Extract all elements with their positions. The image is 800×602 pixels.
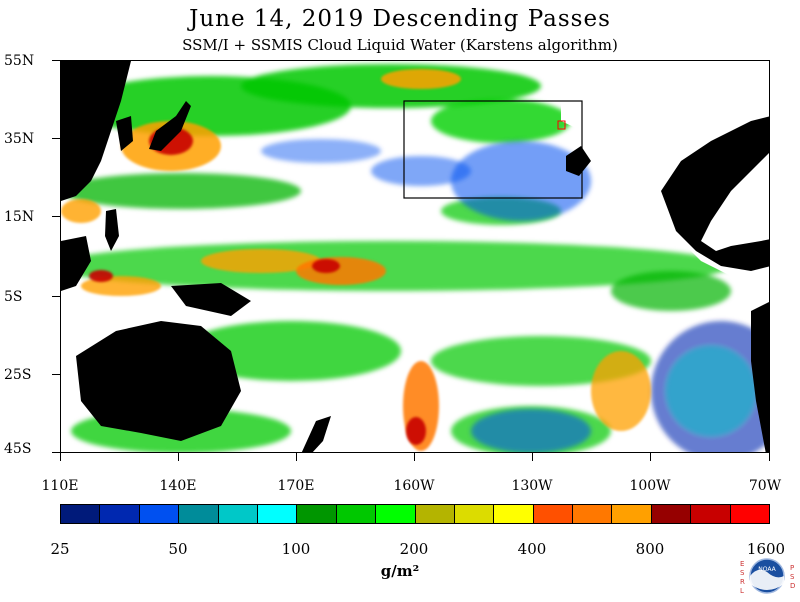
- lat-label-25s: 25S: [4, 367, 32, 383]
- colorbar-swatch-8: [376, 505, 416, 523]
- lon-label-170e: 170E: [277, 478, 315, 494]
- colorbar-tick-label: 400: [517, 540, 547, 558]
- colorbar-swatch-13: [573, 505, 613, 523]
- colorbar-swatch-0: [61, 505, 101, 523]
- logo-right-letters-2: S: [790, 573, 795, 581]
- logo-right-letters-1: P: [790, 564, 794, 572]
- colorbar-swatch-11: [494, 505, 534, 523]
- lon-label-160w: 160W: [393, 478, 435, 494]
- colorbar-swatch-1: [100, 505, 140, 523]
- colorbar-swatch-16: [691, 505, 731, 523]
- colorbar-swatch-14: [612, 505, 652, 523]
- colorbar-swatch-2: [139, 505, 180, 523]
- colorbar-swatch-6: [297, 505, 337, 523]
- cloud-liquid-water-map: [60, 60, 770, 453]
- colorbar-swatch-7: [336, 505, 377, 523]
- lon-label-130w: 130W: [511, 478, 553, 494]
- lon-tick: [769, 453, 770, 461]
- chart-subtitle: SSM/I + SSMIS Cloud Liquid Water (Karste…: [182, 36, 618, 54]
- lat-label-15n: 15N: [4, 209, 35, 225]
- lon-label-100w: 100W: [629, 478, 671, 494]
- colorbar-tick-label: 800: [635, 540, 665, 558]
- lon-tick: [414, 453, 415, 461]
- lat-tick: [52, 216, 60, 217]
- lon-label-110e: 110E: [41, 478, 79, 494]
- lon-label-70w: 70W: [748, 478, 782, 494]
- colorbar-swatch-9: [415, 505, 455, 523]
- lon-tick: [296, 453, 297, 461]
- colorbar-unit: g/m²: [380, 562, 420, 580]
- logo-left-letters-4: L: [740, 587, 744, 595]
- logo-left-letters-1: E: [740, 560, 744, 568]
- lon-tick: [532, 453, 533, 461]
- lon-tick: [650, 453, 651, 461]
- lon-tick: [178, 453, 179, 461]
- colorbar: [60, 504, 770, 524]
- lon-label-140e: 140E: [159, 478, 197, 494]
- lat-tick: [52, 296, 60, 297]
- logo-left-letters-3: R: [740, 578, 745, 586]
- colorbar-tick-label: 1600: [746, 540, 786, 558]
- colorbar-swatch-3: [179, 505, 219, 523]
- colorbar-tick-label: 100: [281, 540, 311, 558]
- lat-label-45s: 45S: [4, 441, 32, 457]
- lat-tick: [52, 60, 60, 61]
- colorbar-swatch-12: [533, 505, 574, 523]
- colorbar-tick-label: 200: [399, 540, 429, 558]
- lat-label-5s: 5S: [4, 289, 23, 305]
- lat-label-35n: 35N: [4, 131, 35, 147]
- lat-tick: [52, 374, 60, 375]
- noaa-esrl-psd-logo: NOAA E S R L P S D: [736, 554, 798, 598]
- map-graphic: [61, 61, 769, 452]
- logo-right-letters-3: D: [790, 582, 795, 590]
- lat-label-55n: 55N: [4, 53, 35, 69]
- logo-left-letters-2: S: [740, 569, 745, 577]
- logo-badge-text: NOAA: [758, 566, 776, 573]
- colorbar-swatch-17: [730, 505, 770, 523]
- lat-tick: [52, 138, 60, 139]
- colorbar-tick-label: 50: [168, 540, 188, 558]
- lon-tick: [60, 453, 61, 461]
- colorbar-tick-label: 25: [50, 540, 70, 558]
- colorbar-swatch-4: [218, 505, 258, 523]
- region-marker: [557, 120, 566, 130]
- land-masses: [61, 61, 769, 452]
- lat-tick: [52, 452, 60, 453]
- chart-title: June 14, 2019 Descending Passes: [189, 6, 611, 32]
- colorbar-swatch-5: [257, 505, 298, 523]
- colorbar-swatch-10: [454, 505, 495, 523]
- cloud-field-blue: [261, 139, 769, 452]
- colorbar-swatch-15: [651, 505, 692, 523]
- region-box: [403, 100, 583, 199]
